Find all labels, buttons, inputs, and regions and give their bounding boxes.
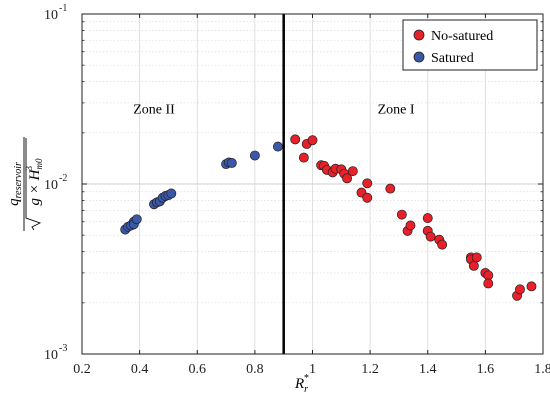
- y-axis-label-denominator-sup: 3: [24, 166, 34, 171]
- zone-i-label: Zone I: [378, 102, 415, 117]
- y-axis-label-denominator: g × H: [27, 168, 43, 205]
- point-no-satured: [437, 239, 448, 250]
- point-no-satured: [347, 166, 358, 177]
- y-tick-label: 10: [44, 178, 58, 193]
- x-axis-label-sub: r: [304, 384, 308, 395]
- point-no-satured: [526, 281, 537, 292]
- y-tick-label-exponent: -1: [59, 3, 67, 14]
- x-tick-label: 0.2: [73, 362, 91, 377]
- y-tick-label: 10: [44, 8, 58, 23]
- y-axis-label-numerator-sub: reservoir: [13, 162, 24, 198]
- x-axis-label-main: R: [294, 376, 304, 392]
- point-satured: [249, 150, 260, 161]
- x-tick-label: 1.2: [361, 362, 379, 377]
- axis-ticks: 0.2 0.4 0.6 0.8 1 1.2 1.4 1.6 1.810-310-210-1: [44, 3, 550, 377]
- y-tick-label-exponent: -3: [59, 343, 67, 354]
- data-points: [120, 134, 537, 301]
- svg-text:g × Hm03: g × Hm03: [24, 158, 44, 205]
- point-no-satured: [483, 278, 494, 289]
- x-axis-label-sup: *: [304, 373, 309, 384]
- x-tick-label: 1.4: [419, 362, 437, 377]
- point-no-satured: [515, 284, 525, 295]
- y-tick-label-exponent: -2: [59, 173, 67, 184]
- point-no-satured: [425, 231, 436, 242]
- zone-ii-label: Zone II: [133, 102, 175, 117]
- legend-label-satured: Satured: [431, 51, 474, 66]
- annotations: Zone II Zone I: [133, 102, 415, 117]
- x-tick-label: 1.6: [477, 362, 495, 377]
- point-satured: [166, 188, 177, 199]
- y-axis-label-sqrt-sign: [25, 138, 42, 231]
- y-axis-label: qreservoir g × Hm03: [6, 137, 44, 231]
- y-axis-label-numerator: q: [6, 198, 22, 206]
- point-no-satured: [342, 173, 353, 184]
- point-no-satured: [471, 252, 482, 263]
- point-no-satured: [298, 152, 309, 163]
- point-no-satured: [307, 135, 318, 146]
- y-tick-label: 10: [44, 348, 58, 363]
- point-no-satured: [396, 209, 407, 220]
- point-satured: [272, 141, 283, 152]
- svg-text:qreservoir: qreservoir: [6, 162, 24, 206]
- legend-marker-satured: [413, 51, 425, 63]
- legend-box: [402, 19, 538, 71]
- point-no-satured: [362, 192, 373, 203]
- x-tick-label: 0.8: [246, 362, 264, 377]
- point-satured: [131, 214, 142, 225]
- point-satured: [226, 157, 237, 168]
- point-no-satured: [405, 220, 416, 231]
- grid: [82, 14, 543, 354]
- x-tick-label: 1: [309, 362, 316, 377]
- x-tick-label: 0.6: [189, 362, 207, 377]
- x-tick-label: 1.8: [534, 362, 550, 377]
- point-no-satured: [422, 213, 433, 224]
- legend-marker-no-satured: [413, 29, 425, 41]
- legend-label-no-satured: No-satured: [431, 29, 493, 44]
- point-no-satured: [290, 134, 301, 145]
- point-no-satured: [385, 183, 396, 194]
- point-no-satured: [362, 178, 373, 189]
- legend: No-satured Satured: [402, 19, 538, 71]
- x-tick-label: 0.4: [131, 362, 149, 377]
- y-axis-label-denominator-sub: m0: [34, 158, 44, 169]
- point-no-satured: [468, 260, 479, 271]
- x-axis-label: Rr*: [294, 373, 309, 395]
